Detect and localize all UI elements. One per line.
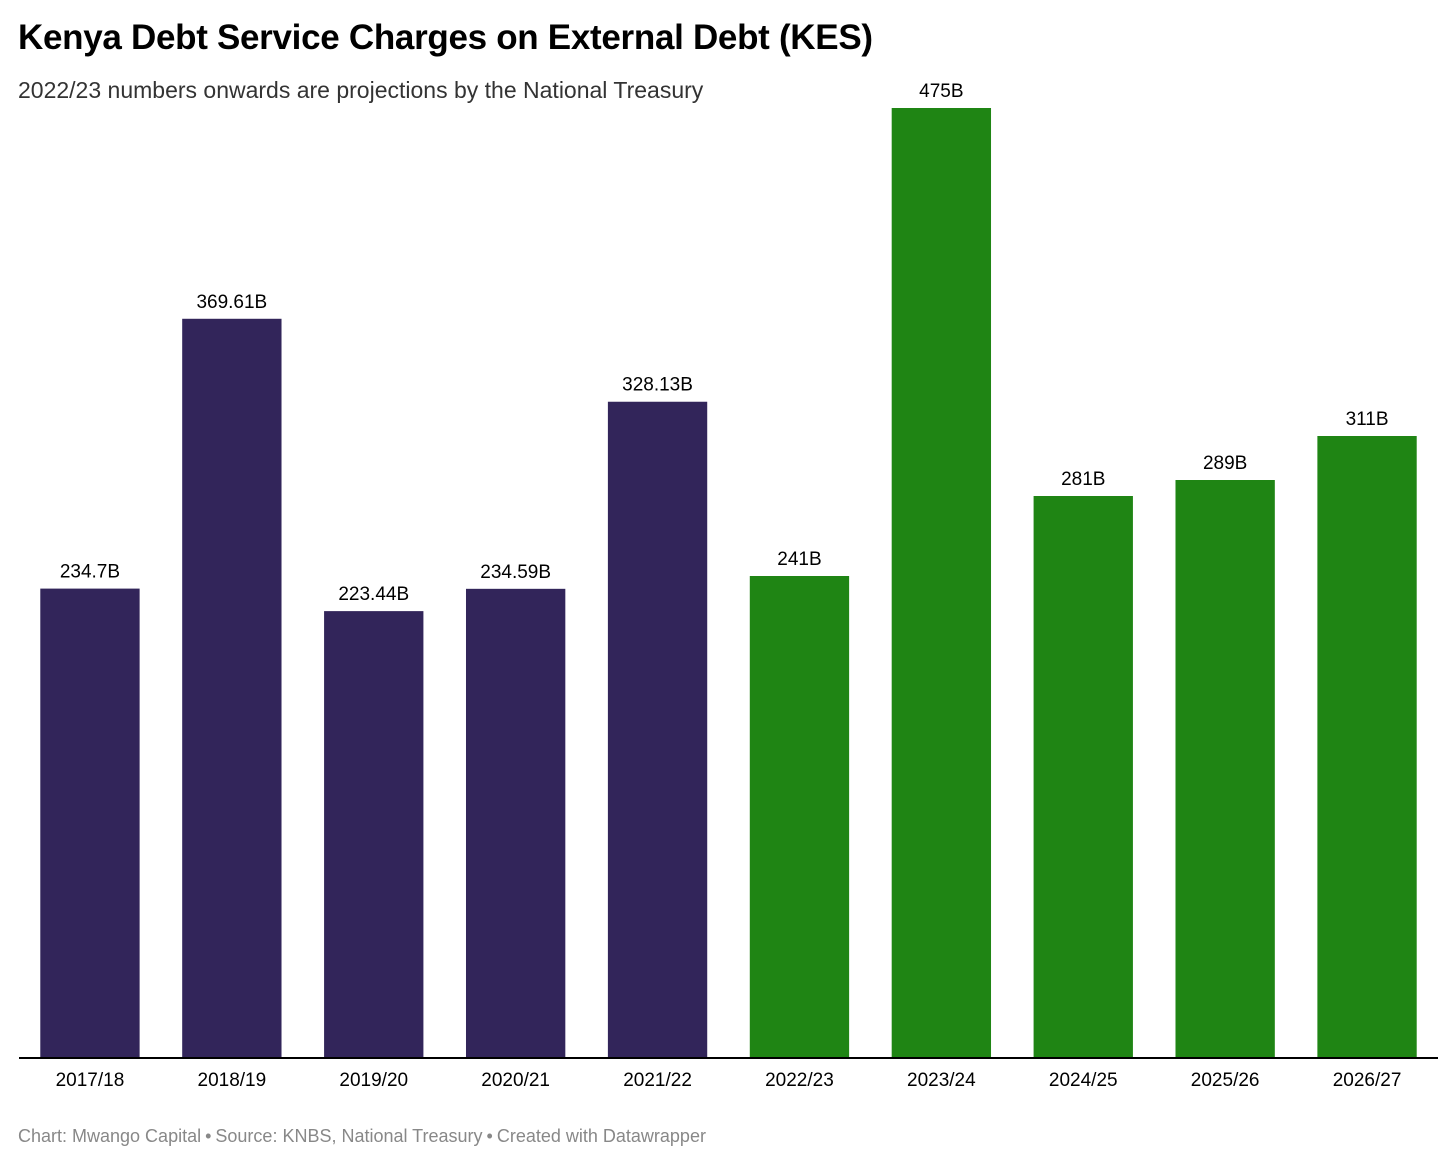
- value-label: 369.61B: [196, 292, 267, 313]
- x-tick-label: 2023/24: [907, 1070, 976, 1091]
- value-label: 328.13B: [622, 375, 693, 396]
- x-tick-label: 2021/22: [623, 1070, 692, 1091]
- chart-source: Source: KNBS, National Treasury: [215, 1126, 483, 1146]
- value-label: 475B: [919, 81, 963, 102]
- value-labels-layer: 234.7B 369.61B 223.44B 234.59B 328.13B 241B 47…: [60, 81, 1389, 605]
- bar-2025-26: [1175, 480, 1275, 1058]
- chart-credit: Chart: Mwango Capital: [18, 1126, 202, 1146]
- value-label: 281B: [1061, 469, 1105, 490]
- chart-footer: Chart: Mwango Capital • Source: KNBS, Nati…: [18, 1122, 706, 1150]
- value-label: 234.59B: [480, 562, 551, 583]
- x-tick-label: 2025/26: [1191, 1070, 1260, 1091]
- value-label: 289B: [1203, 453, 1247, 474]
- bar-2020-21: [465, 588, 566, 1058]
- bar-2026-27: [1317, 436, 1417, 1058]
- x-tick-label: 2022/23: [765, 1070, 834, 1091]
- x-tick-label: 2024/25: [1049, 1070, 1118, 1091]
- x-tick-labels: 2017/18 2018/19 2019/20 2020/21 2021/22 2022/…: [56, 1070, 1402, 1091]
- chart-title: Kenya Debt Service Charges on External D…: [18, 18, 873, 57]
- bar-2022-23: [749, 576, 850, 1058]
- value-label: 311B: [1346, 409, 1389, 430]
- x-tick-label: 2017/18: [56, 1070, 125, 1091]
- bar-2017-18: [40, 588, 140, 1058]
- bars-layer: [40, 108, 1417, 1058]
- bar-2019-20: [324, 611, 424, 1058]
- x-tick-label: 2020/21: [481, 1070, 550, 1091]
- bar-2024-25: [1033, 496, 1133, 1058]
- footer-separator: •: [205, 1126, 212, 1146]
- datawrapper-credit: Created with Datawrapper: [496, 1126, 706, 1146]
- value-label: 223.44B: [338, 584, 409, 605]
- x-tick-label: 2019/20: [339, 1070, 408, 1091]
- bar-2018-19: [182, 318, 282, 1058]
- bar-2021-22: [607, 401, 708, 1058]
- bar-2023-24: [891, 108, 992, 1058]
- chart-subtitle: 2022/23 numbers onwards are projections …: [18, 77, 704, 103]
- value-label: 241B: [777, 549, 821, 570]
- value-label: 234.7B: [60, 562, 120, 583]
- x-tick-label: 2026/27: [1333, 1070, 1402, 1091]
- footer-separator: •: [486, 1126, 493, 1146]
- x-tick-label: 2018/19: [198, 1070, 267, 1091]
